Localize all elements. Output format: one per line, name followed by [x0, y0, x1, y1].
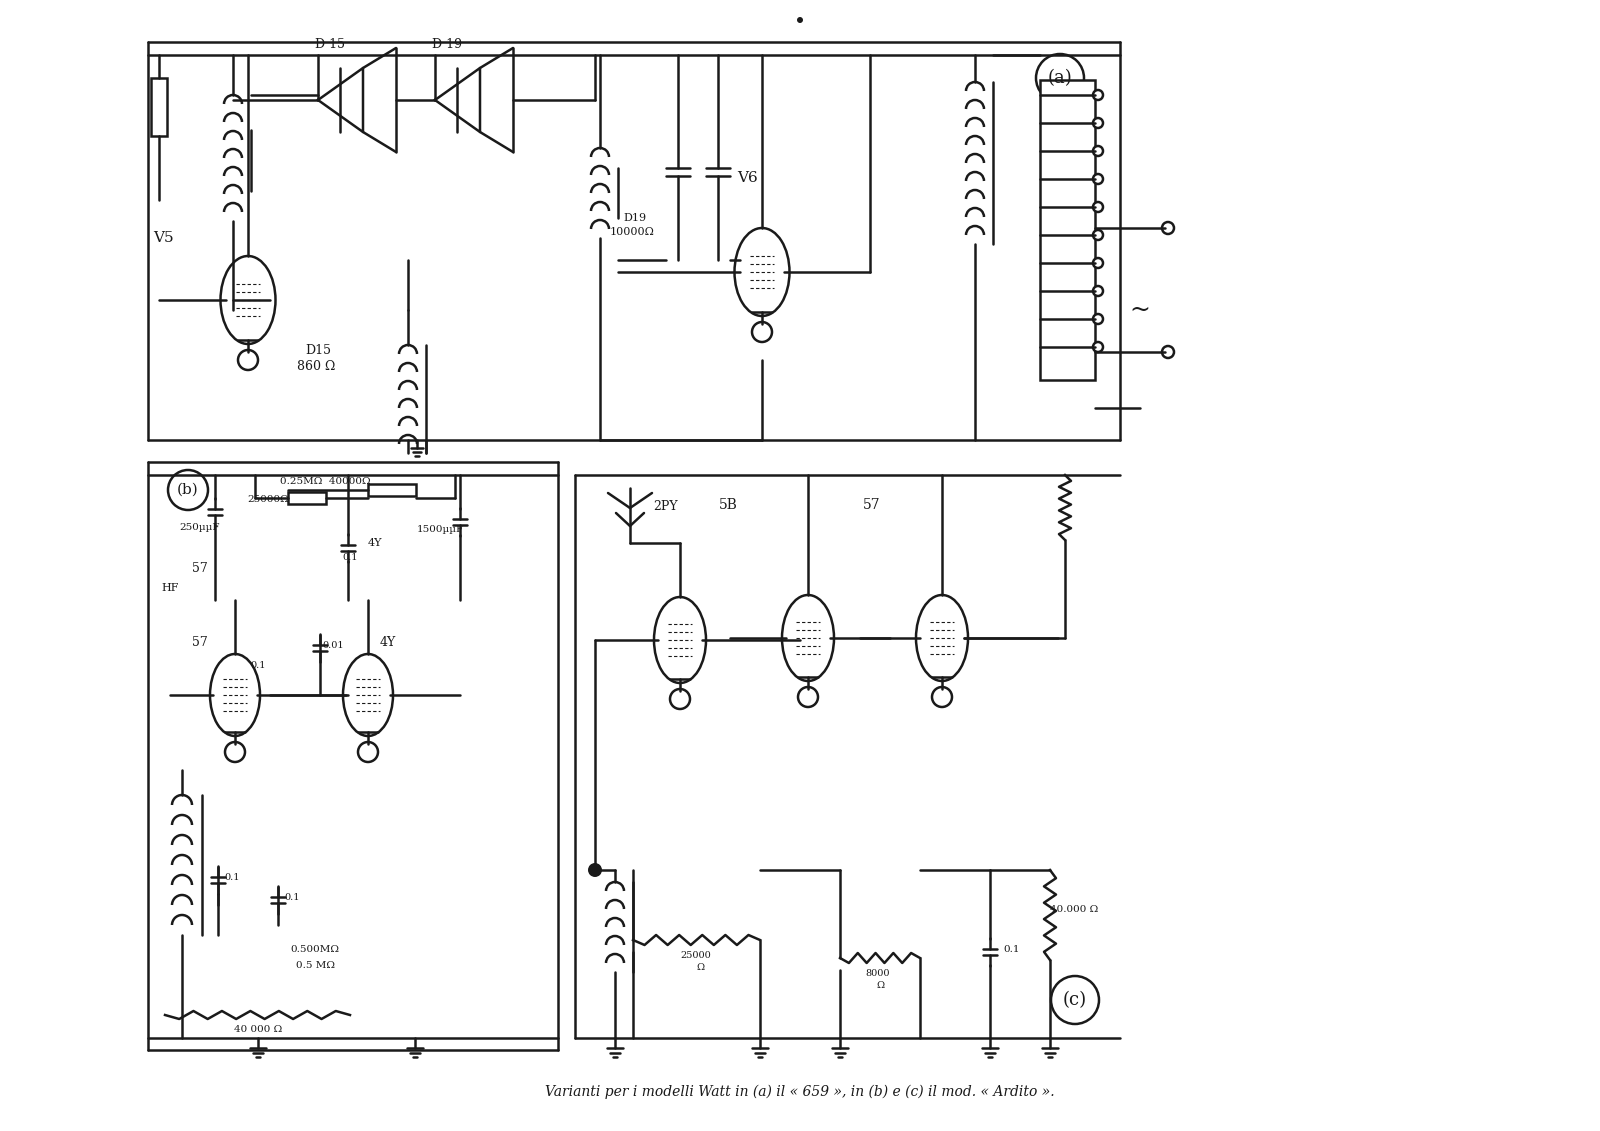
- Circle shape: [589, 863, 602, 877]
- Text: 0.1: 0.1: [1003, 946, 1021, 955]
- Text: D 19: D 19: [432, 38, 462, 52]
- Ellipse shape: [342, 654, 394, 736]
- Bar: [368, 484, 416, 497]
- Text: 860 Ω: 860 Ω: [298, 360, 334, 372]
- Text: 4Y: 4Y: [379, 637, 397, 649]
- Circle shape: [168, 470, 208, 510]
- Circle shape: [1162, 346, 1174, 359]
- Text: D15: D15: [306, 344, 331, 356]
- Text: D19: D19: [624, 213, 646, 223]
- Text: 10000Ω: 10000Ω: [610, 227, 654, 238]
- Circle shape: [931, 687, 952, 707]
- Text: 0.5 MΩ: 0.5 MΩ: [296, 960, 334, 969]
- Text: ~: ~: [1130, 299, 1150, 321]
- Text: 4Y: 4Y: [368, 538, 382, 549]
- Text: 0.1: 0.1: [285, 892, 299, 901]
- Circle shape: [1093, 146, 1102, 156]
- Text: 57: 57: [192, 637, 208, 649]
- Text: V6: V6: [738, 171, 758, 185]
- Circle shape: [670, 689, 690, 709]
- Ellipse shape: [782, 595, 834, 681]
- Text: Varianti per i modelli Watt in (a) il « 659 », in (b) e (c) il mod. « Ardito ».: Varianti per i modelli Watt in (a) il « …: [546, 1085, 1054, 1099]
- Circle shape: [1093, 230, 1102, 240]
- Polygon shape: [318, 68, 363, 132]
- Text: V5: V5: [152, 231, 173, 245]
- Circle shape: [1093, 174, 1102, 184]
- Text: 2PY: 2PY: [653, 500, 677, 512]
- Text: 5B: 5B: [718, 498, 738, 512]
- Text: 250µµF: 250µµF: [179, 524, 221, 533]
- Text: 0.1: 0.1: [342, 553, 358, 562]
- Circle shape: [226, 742, 245, 762]
- Circle shape: [1037, 54, 1085, 102]
- Circle shape: [1093, 314, 1102, 323]
- Circle shape: [1093, 258, 1102, 268]
- Text: 8000: 8000: [866, 968, 890, 977]
- Circle shape: [1093, 90, 1102, 100]
- Ellipse shape: [221, 256, 275, 344]
- Ellipse shape: [915, 595, 968, 681]
- Circle shape: [1051, 976, 1099, 1024]
- Text: Ω: Ω: [696, 962, 704, 972]
- Text: 40 000 Ω: 40 000 Ω: [234, 1026, 282, 1035]
- Polygon shape: [435, 68, 480, 132]
- Bar: [1040, 80, 1094, 380]
- Text: 1500µµF: 1500µµF: [416, 526, 464, 535]
- Circle shape: [1093, 118, 1102, 128]
- Circle shape: [752, 322, 771, 342]
- Circle shape: [1093, 202, 1102, 211]
- Circle shape: [1093, 286, 1102, 296]
- Bar: [288, 492, 326, 504]
- Bar: [150, 78, 166, 136]
- Text: (a): (a): [1048, 69, 1072, 87]
- Text: 0.500MΩ: 0.500MΩ: [291, 946, 339, 955]
- Circle shape: [797, 17, 803, 23]
- Circle shape: [1093, 342, 1102, 352]
- Text: 25000: 25000: [680, 950, 712, 959]
- Circle shape: [1162, 222, 1174, 234]
- Text: HF: HF: [162, 582, 179, 593]
- Ellipse shape: [654, 597, 706, 683]
- Text: 57: 57: [192, 561, 208, 575]
- Circle shape: [798, 687, 818, 707]
- Text: Ω: Ω: [875, 981, 885, 990]
- Ellipse shape: [734, 228, 789, 316]
- Text: 25000Ω: 25000Ω: [246, 495, 290, 504]
- Circle shape: [238, 349, 258, 370]
- Text: 0.1: 0.1: [250, 661, 266, 670]
- Text: D 15: D 15: [315, 38, 346, 52]
- Text: (c): (c): [1062, 991, 1086, 1009]
- Ellipse shape: [210, 654, 259, 736]
- Text: 0.25MΩ  40000Ω: 0.25MΩ 40000Ω: [280, 477, 370, 486]
- Text: 40.000 Ω: 40.000 Ω: [1050, 906, 1098, 915]
- Circle shape: [358, 742, 378, 762]
- Text: 0.01: 0.01: [322, 640, 344, 649]
- Text: 57: 57: [862, 498, 882, 512]
- Text: 0.1: 0.1: [224, 872, 240, 881]
- Text: (b): (b): [178, 483, 198, 497]
